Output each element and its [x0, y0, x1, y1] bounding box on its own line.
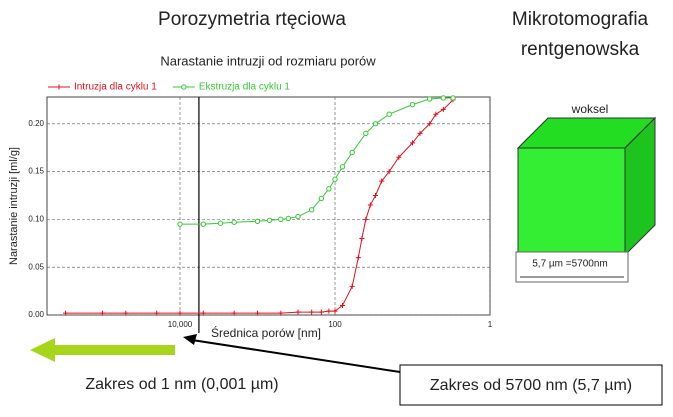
point: [426, 96, 433, 102]
point: [295, 213, 301, 220]
voxel-cube: [516, 116, 657, 257]
arrow-line: [191, 339, 401, 373]
y-tick-label: 0.10: [28, 214, 44, 223]
point: [409, 101, 416, 108]
point: [177, 221, 183, 227]
point: [409, 140, 415, 146]
point: [278, 216, 284, 223]
series-line: [179, 97, 454, 225]
point: [340, 302, 346, 308]
chart-title: Narastanie intruzji od rozmiaru porów: [160, 53, 376, 68]
y-tick-label: 0.15: [28, 167, 44, 176]
point: [200, 221, 207, 227]
legend-label: Intruzja dla cyklu 1: [74, 82, 157, 93]
point: [339, 164, 346, 170]
point: [231, 310, 237, 316]
y-axis-label: Narastanie intruzji [ml/g]: [8, 147, 20, 265]
point: [359, 236, 365, 242]
series-line: [65, 99, 454, 314]
point: [154, 310, 160, 316]
point: [309, 309, 315, 315]
point: [433, 111, 439, 117]
x-tick-label: 1: [488, 320, 493, 329]
point: [318, 309, 324, 315]
heading-left: Porozymetria rtęciowa: [158, 9, 346, 30]
point: [450, 95, 456, 101]
point: [386, 111, 392, 117]
point: [332, 176, 338, 182]
legend-marker: [56, 84, 62, 90]
point: [295, 309, 301, 315]
point: [266, 217, 273, 224]
point: [177, 310, 183, 316]
legend-marker: [181, 84, 187, 90]
voxel-size: 5,7 µm =5700nm: [532, 259, 608, 270]
point: [332, 308, 338, 314]
point: [63, 310, 69, 316]
point: [99, 310, 105, 316]
point: [326, 186, 332, 192]
point: [326, 308, 332, 314]
range-right: Zakres od 5700 nm (5,7 µm): [430, 377, 632, 394]
point: [417, 130, 423, 136]
point: [254, 218, 261, 224]
point: [427, 121, 433, 127]
point: [349, 283, 355, 289]
y-tick-label: 0.20: [28, 119, 44, 128]
point: [379, 178, 385, 184]
point: [373, 192, 379, 198]
point: [396, 154, 402, 160]
point: [318, 195, 325, 202]
x-axis-label: Średnica porów [nm]: [211, 325, 321, 340]
point: [386, 169, 392, 175]
point: [308, 207, 315, 213]
x-tick-label: 100: [328, 320, 342, 329]
point: [372, 121, 379, 127]
legend-label: Ekstruzja dla cyklu 1: [199, 82, 291, 93]
point: [440, 106, 446, 112]
arrow-head: [183, 334, 197, 345]
point: [363, 216, 369, 222]
range-left: Zakres od 1 nm (0,001 µm): [85, 376, 278, 393]
point: [278, 310, 284, 316]
point: [123, 310, 129, 316]
heading-right: rentgenowska: [521, 39, 640, 60]
heading-right: Mikrotomografia: [512, 9, 649, 30]
point: [355, 255, 361, 261]
point: [231, 219, 237, 225]
point: [217, 220, 224, 226]
y-tick-label: 0.00: [28, 310, 44, 319]
arrow-left: [30, 338, 175, 362]
plot-area: [46, 96, 491, 316]
point: [200, 310, 206, 316]
point: [285, 215, 292, 222]
y-tick-label: 0.05: [28, 262, 44, 271]
point: [349, 149, 355, 156]
point: [254, 310, 260, 316]
point: [440, 95, 447, 101]
x-tick-label: 10,000: [168, 320, 193, 329]
range-box: [399, 364, 663, 406]
voxel-label: woksel: [571, 102, 609, 116]
point: [363, 130, 369, 137]
point: [367, 202, 373, 208]
